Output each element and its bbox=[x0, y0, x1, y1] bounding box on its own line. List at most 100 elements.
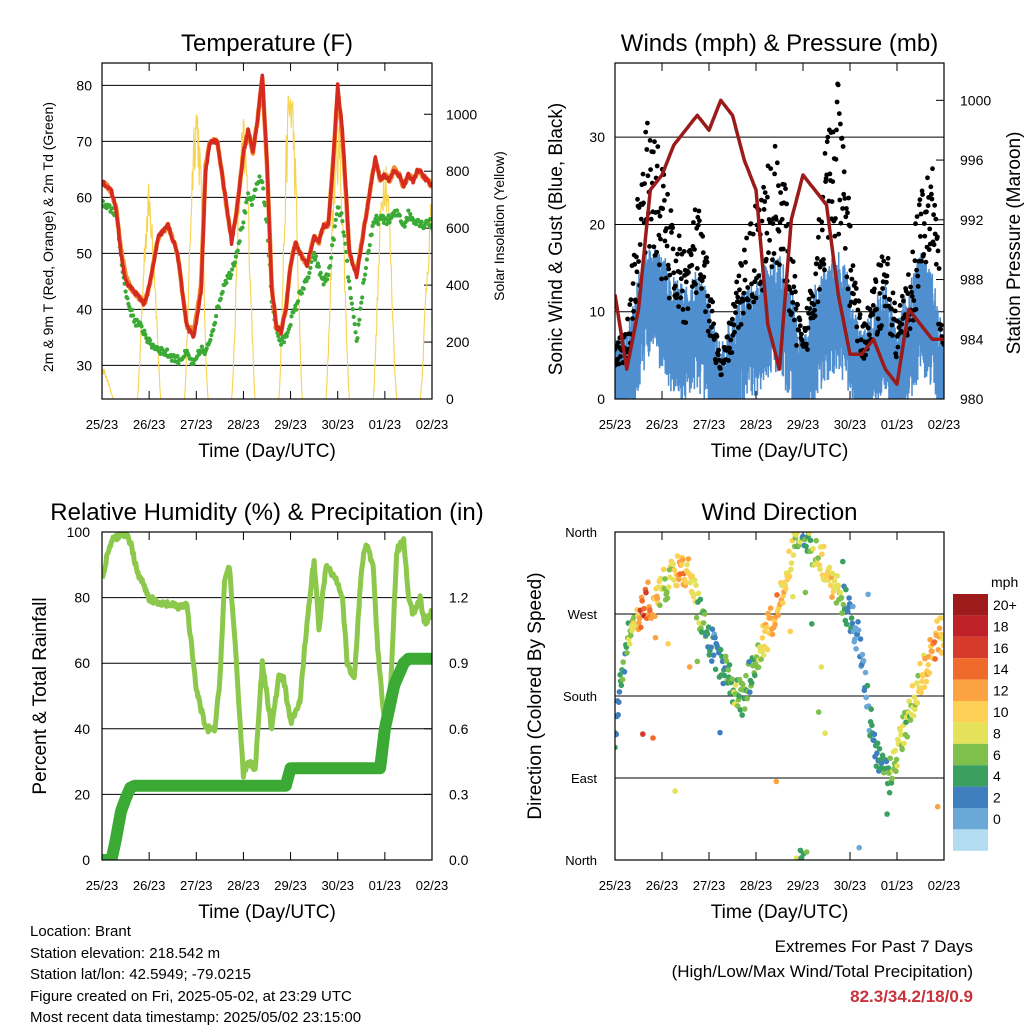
gust-point bbox=[819, 219, 825, 225]
gust-point bbox=[756, 273, 762, 279]
gust-point bbox=[841, 169, 847, 175]
direction-point bbox=[796, 539, 803, 545]
direction-point bbox=[615, 731, 620, 738]
gust-point bbox=[890, 290, 896, 296]
dewpoint-point bbox=[131, 313, 136, 318]
gust-point bbox=[731, 322, 737, 328]
x-tick-label: 26/23 bbox=[133, 417, 166, 432]
direction-point bbox=[853, 646, 859, 652]
gust-point bbox=[843, 214, 849, 220]
dewpoint-point bbox=[123, 289, 128, 294]
direction-point bbox=[786, 548, 792, 555]
direction-point bbox=[636, 619, 642, 626]
gust-point bbox=[627, 302, 633, 307]
gust-point bbox=[736, 325, 741, 330]
direction-point bbox=[709, 626, 716, 632]
legend-label: 4 bbox=[993, 768, 1001, 784]
x-tick-label: 01/23 bbox=[369, 417, 402, 432]
legend-swatch bbox=[953, 615, 988, 637]
y-axis-label: 2m & 9m T (Red, Orange) & 2m Td (Green) bbox=[40, 102, 56, 372]
direction-point bbox=[639, 598, 645, 604]
dewpoint-point bbox=[142, 328, 147, 333]
y-right-tick-label: 0.3 bbox=[449, 786, 469, 802]
gust-point bbox=[656, 232, 662, 238]
dewpoint-point bbox=[402, 224, 407, 229]
gust-point bbox=[884, 279, 889, 285]
dewpoint-point bbox=[107, 203, 112, 208]
direction-point bbox=[829, 570, 836, 577]
gust-point bbox=[765, 194, 770, 200]
gust-point bbox=[675, 251, 680, 257]
gust-point bbox=[833, 216, 838, 221]
x-tick-label: 29/23 bbox=[274, 417, 307, 432]
gust-point bbox=[644, 147, 650, 152]
dewpoint-point bbox=[307, 270, 312, 275]
gust-point bbox=[680, 307, 686, 312]
gust-point bbox=[670, 246, 676, 252]
panel-title: Temperature (F) bbox=[181, 30, 353, 57]
dewpoint-point bbox=[148, 338, 153, 343]
gust-point bbox=[863, 352, 868, 358]
y-right-tick-label: 984 bbox=[960, 331, 984, 347]
direction-point bbox=[818, 664, 825, 670]
direction-point bbox=[693, 582, 699, 588]
direction-point bbox=[888, 780, 895, 786]
gust-point bbox=[677, 270, 683, 275]
x-tick-label: 27/23 bbox=[693, 878, 726, 893]
gust-point bbox=[742, 277, 748, 283]
direction-point bbox=[899, 746, 905, 753]
gust-point bbox=[790, 259, 796, 264]
gust-point bbox=[638, 216, 644, 222]
gust-point bbox=[806, 310, 811, 316]
gust-point bbox=[910, 249, 916, 255]
gust-point bbox=[758, 279, 764, 285]
gust-point bbox=[770, 257, 775, 263]
gust-point bbox=[847, 223, 853, 229]
direction-point bbox=[760, 652, 767, 658]
dewpoint-point bbox=[419, 219, 424, 224]
gust-point bbox=[668, 208, 674, 214]
direction-point bbox=[886, 789, 893, 796]
gust-point bbox=[899, 321, 905, 327]
dewpoint-point bbox=[356, 322, 361, 327]
dewpoint-point bbox=[125, 296, 130, 301]
plot-border bbox=[614, 62, 945, 400]
x-tick-label: 29/23 bbox=[787, 417, 820, 432]
direction-point bbox=[915, 672, 921, 679]
legend-label: 10 bbox=[993, 704, 1009, 720]
x-tick-label: 28/23 bbox=[740, 417, 773, 432]
dewpoint-point bbox=[279, 342, 284, 347]
gust-point bbox=[667, 272, 673, 278]
plot-area bbox=[102, 73, 432, 399]
direction-point bbox=[885, 765, 892, 771]
gust-point bbox=[834, 99, 840, 105]
gust-point bbox=[931, 212, 936, 218]
gust-point bbox=[796, 327, 802, 333]
legend-label: 12 bbox=[993, 683, 1009, 699]
direction-point bbox=[660, 566, 667, 573]
direction-point bbox=[679, 557, 686, 563]
dewpoint-point bbox=[332, 224, 337, 229]
gust-point bbox=[746, 304, 752, 310]
gust-point bbox=[842, 196, 848, 201]
direction-point bbox=[786, 573, 793, 580]
y-right-tick-label: 1.2 bbox=[449, 590, 469, 606]
gust-point bbox=[693, 281, 698, 287]
gust-point bbox=[654, 163, 660, 169]
dewpoint-point bbox=[312, 250, 317, 255]
gust-point bbox=[917, 197, 923, 203]
dewpoint-point bbox=[134, 317, 139, 322]
direction-point bbox=[893, 756, 900, 763]
gust-point bbox=[933, 216, 939, 222]
gust-point bbox=[792, 273, 798, 279]
y-axis-label: Sonic Wind & Gust (Blue, Black) bbox=[546, 103, 567, 375]
direction-point bbox=[640, 731, 646, 737]
dewpoint-point bbox=[339, 211, 344, 216]
gust-point bbox=[631, 308, 636, 314]
gust-point bbox=[908, 284, 913, 290]
direction-point bbox=[764, 646, 771, 653]
gust-point bbox=[821, 261, 827, 267]
gust-point bbox=[736, 273, 742, 279]
direction-point bbox=[736, 693, 742, 699]
y-tick-label: 40 bbox=[74, 721, 90, 737]
